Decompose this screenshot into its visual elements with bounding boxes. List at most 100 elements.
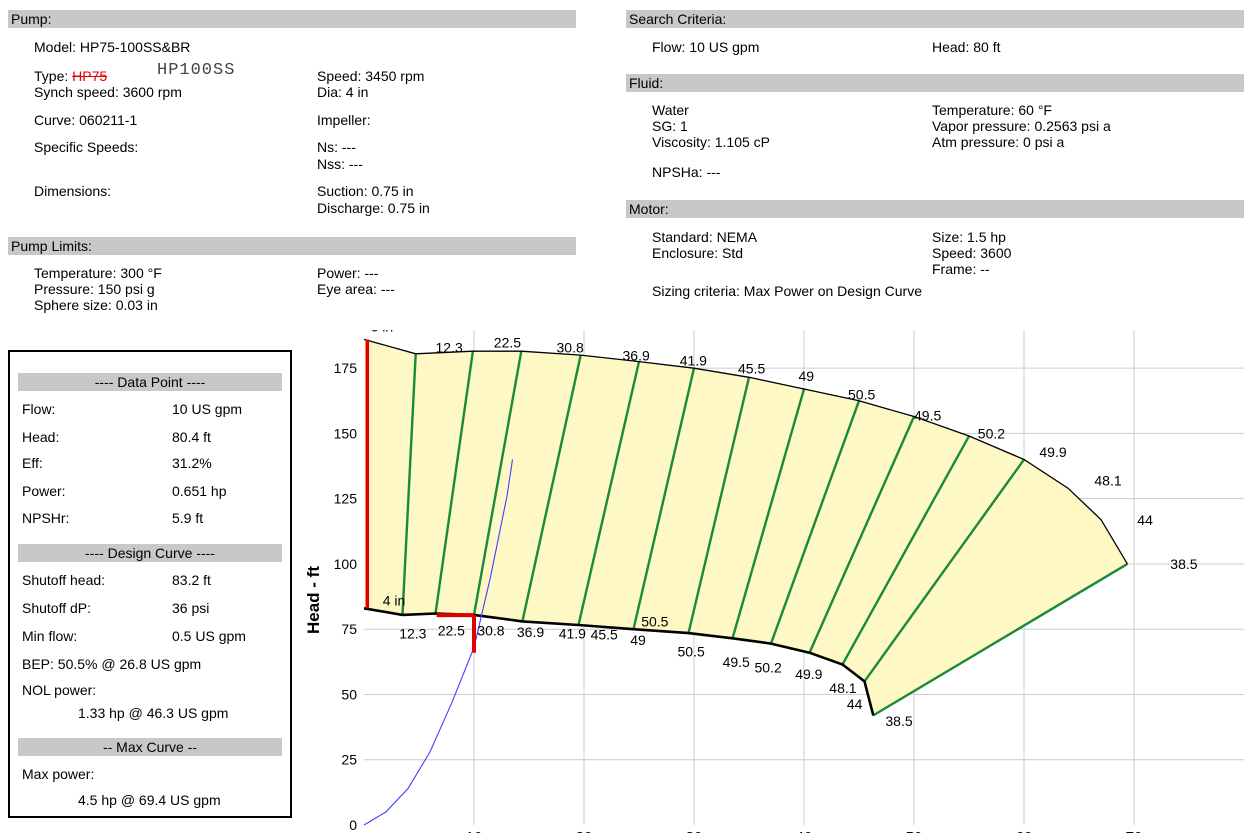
top-curve-label: 45.5 <box>738 360 765 376</box>
pump-synch-speed: Synch speed: 3600 rpm <box>34 84 182 100</box>
limits-sphere-size: Sphere size: 0.03 in <box>34 297 158 313</box>
top-curve-label: 6 in <box>371 330 394 335</box>
motor-header: Motor: <box>626 200 1244 218</box>
pump-impeller: Impeller: <box>317 112 371 128</box>
fluid-atm-pressure: Atm pressure: 0 psi a <box>932 134 1065 150</box>
fluid-viscosity: Viscosity: 1.105 cP <box>652 134 771 150</box>
system-curve-group <box>363 459 514 826</box>
y-tick-label: 25 <box>341 752 357 768</box>
pump-performance-chart: 6 in 12.3 22.5 30.8 36.9 41.9 45.5 49 50.5 49.5 50… <box>304 330 1244 833</box>
iso-efficiency-line <box>731 388 806 639</box>
dc-min-flow-value: 0.5 US gpm <box>172 628 246 644</box>
limits-eye-area: Eye area: --- <box>317 281 395 297</box>
dp-eff-value: 31.2% <box>172 455 212 471</box>
iso-efficiency-line <box>841 435 971 666</box>
y-tick-label: 75 <box>341 621 357 637</box>
pump-limits-header: Pump Limits: <box>8 237 576 255</box>
iso-efficiency-line <box>401 353 417 615</box>
dp-head-value: 80.4 ft <box>172 429 211 445</box>
pump-speed: Speed: 3450 rpm <box>317 68 425 84</box>
dp-head-label: Head: <box>22 429 60 445</box>
pump-nss: Nss: --- <box>317 156 363 172</box>
iso-efficiency-line <box>687 377 751 634</box>
motor-speed: Speed: 3600 <box>932 245 1012 261</box>
dp-eff-label: Eff: <box>22 455 43 471</box>
pump-curve: Curve: 060211-1 <box>34 112 138 128</box>
fluid-npsha: NPSHa: --- <box>652 164 721 180</box>
bottom-curve-label: 50.2 <box>755 659 782 675</box>
y-axis-label: Head - ft <box>304 566 323 634</box>
search-flow: Flow: 10 US gpm <box>652 39 760 55</box>
bottom-curve-label: 30.8 <box>477 623 504 639</box>
dp-npshr-label: NPSHr: <box>22 510 70 526</box>
fluid-temperature: Temperature: 60 °F <box>932 102 1052 118</box>
fluid-name: Water <box>652 102 689 118</box>
iso-efficiency-lines <box>401 350 1129 717</box>
bottom-curve-label: 50.5 <box>678 644 705 660</box>
top-curve-label: 49.5 <box>914 407 941 423</box>
operating-region-fill <box>364 339 1128 716</box>
iso-efficiency-line <box>863 458 1025 683</box>
dc-shutoff-dp-label: Shutoff dP: <box>22 600 92 616</box>
curve-labels: 6 in 12.3 22.5 30.8 36.9 41.9 45.5 49 50.5 49.5 50… <box>371 330 1198 729</box>
y-tick-label: 100 <box>334 556 358 572</box>
top-curve-label: 49.9 <box>1039 444 1066 460</box>
dp-power-value: 0.651 hp <box>172 483 227 499</box>
dp-power-label: Power: <box>22 483 66 499</box>
y-tick-label: 125 <box>334 491 358 507</box>
top-curve-label: 30.8 <box>557 339 584 355</box>
pump-type-label: Type: <box>34 68 69 84</box>
bottom-curve-label: 22.5 <box>438 623 465 639</box>
fluid-header: Fluid: <box>626 74 1244 92</box>
iso-efficiency-line <box>872 562 1129 717</box>
top-curve-label: 12.3 <box>436 339 463 355</box>
bottom-curve-label: 44 <box>847 696 863 712</box>
x-tick-label: 30 <box>686 829 703 833</box>
motor-size: Size: 1.5 hp <box>932 229 1006 245</box>
chart-axes: 0 25 50 75 100 125 150 175 10 20 30 40 50 60 70 Head - … <box>304 360 1142 833</box>
dp-npshr-value: 5.9 ft <box>172 510 204 526</box>
bottom-curve-label: 49.9 <box>795 666 822 682</box>
x-tick-label: 20 <box>576 829 593 833</box>
y-tick-label: 50 <box>341 686 357 702</box>
limits-temperature: Temperature: 300 °F <box>34 265 162 281</box>
operating-markers <box>365 339 476 653</box>
top-curve-label: 44 <box>1137 512 1153 528</box>
x-tick-label: 70 <box>1126 829 1143 833</box>
x-tick-label: 50 <box>906 829 923 833</box>
x-tick-label: 60 <box>1016 829 1033 833</box>
iso-efficiency-line <box>577 361 641 626</box>
pump-type-new: HP100SS <box>157 61 236 80</box>
motor-sizing-criteria: Sizing criteria: Max Power on Design Cur… <box>652 283 922 299</box>
mc-max-power-value: 4.5 hp @ 69.4 US gpm <box>78 792 221 808</box>
dc-shutoff-head-value: 83.2 ft <box>172 572 211 588</box>
bottom-curve-label: 45.5 <box>591 627 618 643</box>
data-point-title: ---- Data Point ---- <box>18 373 282 391</box>
motor-standard: Standard: NEMA <box>652 229 758 245</box>
bottom-curve-label: 49.5 <box>723 654 750 670</box>
top-curve-label: 41.9 <box>680 353 707 369</box>
dc-shutoff-head-label: Shutoff head: <box>22 572 106 588</box>
dc-nol-power-value: 1.33 hp @ 46.3 US gpm <box>78 705 229 721</box>
bottom-curve-label: 41.9 <box>559 625 586 641</box>
pump-dia: Dia: 4 in <box>317 84 369 100</box>
data-point-panel: ---- Data Point ---- Flow: 10 US gpm Hea… <box>8 350 292 818</box>
motor-frame: Frame: -- <box>932 261 990 277</box>
bottom-curve-label: 12.3 <box>399 625 426 641</box>
top-curve-label: 36.9 <box>623 347 650 363</box>
bottom-curve-label: 38.5 <box>885 713 912 729</box>
pump-type: Type: HP75 <box>34 68 107 84</box>
bottom-curve-label: 49 <box>630 632 646 648</box>
dc-min-flow-label: Min flow: <box>22 628 78 644</box>
dp-flow-value: 10 US gpm <box>172 401 243 417</box>
dc-shutoff-dp-value: 36 psi <box>172 600 210 616</box>
bottom-curve-label: 36.9 <box>517 624 544 640</box>
pump-type-old: HP75 <box>72 68 108 84</box>
x-tick-label: 40 <box>796 829 813 833</box>
top-curve-label: 22.5 <box>494 334 521 350</box>
limits-power: Power: --- <box>317 265 379 281</box>
y-tick-label: 0 <box>349 817 357 833</box>
search-criteria-header: Search Criteria: <box>626 10 1244 28</box>
max-curve-title: -- Max Curve -- <box>18 738 282 756</box>
dc-bep: BEP: 50.5% @ 26.8 US gpm <box>22 656 202 672</box>
